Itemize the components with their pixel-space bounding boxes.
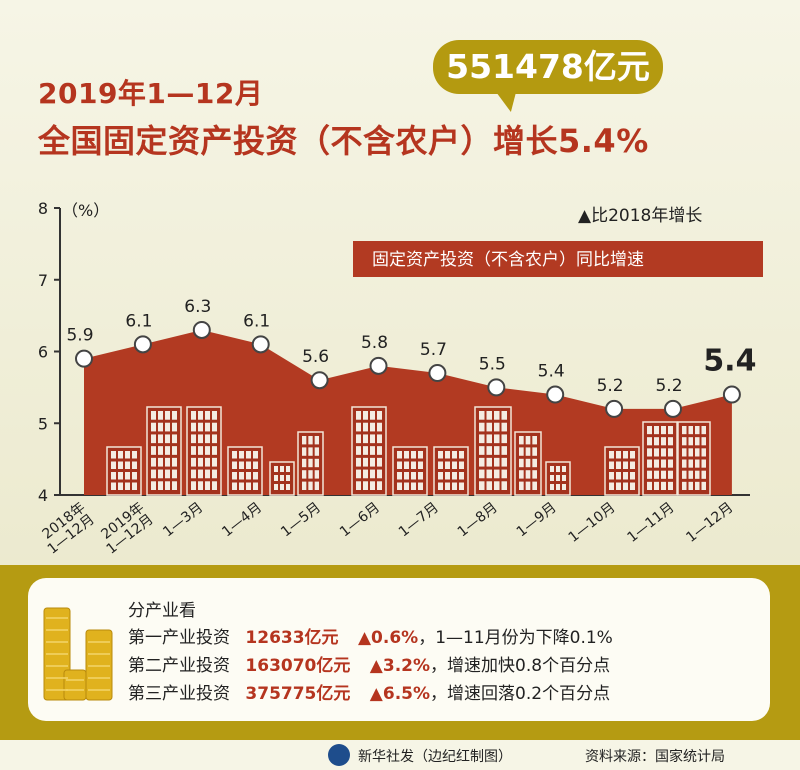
building-icon (227, 446, 263, 496)
y-tick-label: 7 (38, 271, 48, 290)
x-tick-label: 1—5月 (278, 500, 324, 541)
data-point (310, 371, 329, 390)
xinhua-emblem-icon (328, 744, 350, 766)
data-label: 6.1 (243, 311, 270, 331)
data-label: 5.4 (703, 344, 756, 379)
legend: ▲比2018年增长 固定资产投资（不含农户）同比增速 (353, 206, 763, 277)
footer: 新华社发（边纪红制图） 资料来源：国家统计局 (0, 740, 800, 770)
building-icon (677, 421, 711, 496)
building-icon (642, 421, 678, 496)
industry-value: 12633亿元 (245, 628, 339, 648)
industry-value: 163070亿元 (245, 656, 351, 676)
industry-note: ，增速回落0.2个百分点 (430, 684, 611, 704)
building-icon (392, 446, 428, 496)
data-label: 5.7 (420, 340, 447, 360)
data-label: 6.1 (125, 311, 152, 331)
y-tick-label: 8 (38, 199, 48, 218)
building-icon (433, 446, 469, 496)
legend-note: ▲比2018年增长 (578, 206, 702, 226)
total-value-bubble: 551478亿元 (433, 40, 663, 94)
y-tick-label: 5 (38, 414, 48, 433)
data-point (251, 335, 270, 354)
data-point (133, 335, 152, 354)
x-tick-label: 1—9月 (514, 500, 560, 541)
industry-row: 第三产业投资 375775亿元 ▲6.5%，增速回落0.2个百分点 (128, 679, 610, 704)
coin-stacks-icon (43, 607, 113, 701)
data-point (487, 378, 506, 397)
data-point (428, 364, 447, 383)
industry-row: 第二产业投资 163070亿元 ▲3.2%，增速加快0.8个百分点 (128, 651, 610, 676)
title-main: 全国固定资产投资（不含农户）增长5.4% (38, 122, 649, 160)
data-point (369, 356, 388, 375)
data-label: 5.2 (655, 376, 682, 396)
legend-series-box (353, 241, 763, 277)
industry-note: ，增速加快0.8个百分点 (430, 656, 611, 676)
data-point (664, 399, 682, 418)
industry-growth: ▲6.5% (369, 684, 431, 704)
x-tick-label: 1—11月 (624, 500, 677, 546)
x-tick-labels: 2018年1—12月 2019年1—12月 1—3月 1—4月 1—5月 1—6月 1—7月… (35, 500, 736, 558)
legend-series-label: 固定资产投资（不含农户）同比增速 (372, 250, 644, 270)
x-tick-label: 1—3月 (160, 500, 206, 541)
data-labels: 5.9 6.1 6.3 6.1 5.6 5.8 5.7 5.5 5.4 5.2 5.2 5.4 (66, 297, 756, 396)
industry-value: 375775亿元 (245, 684, 351, 704)
building-icon (351, 406, 387, 496)
x-tick-label: 2019年1—12月 (94, 500, 156, 558)
x-tick-label: 1—7月 (396, 500, 442, 541)
data-point (192, 320, 211, 339)
x-tick-label: 1—8月 (455, 500, 501, 541)
building-icon (186, 406, 222, 496)
industry-growth: ▲3.2% (369, 656, 431, 676)
industry-name: 第一产业投资 (128, 628, 230, 648)
building-icon (545, 461, 571, 496)
data-points (75, 320, 741, 418)
building-icon (106, 446, 142, 496)
title-period: 2019年1—12月 (38, 77, 264, 110)
x-tick-label: 1—10月 (566, 500, 619, 546)
x-tick-label: 1—6月 (337, 500, 383, 541)
building-icon (297, 431, 324, 496)
y-tick-label: 4 (38, 486, 48, 505)
industry-panel (28, 578, 770, 721)
data-label: 5.6 (302, 347, 329, 367)
industry-heading: 分产业看 (128, 601, 196, 621)
building-icon (604, 446, 640, 496)
data-point (546, 385, 565, 404)
building-decorations (106, 406, 711, 496)
industry-name: 第三产业投资 (128, 684, 230, 704)
x-tick-label: 1—4月 (219, 500, 265, 541)
footer-source: 资料来源：国家统计局 (585, 749, 725, 765)
industry-row: 第一产业投资 12633亿元 ▲0.6%，1—11月份为下降0.1% (128, 623, 613, 648)
data-label: 5.5 (479, 354, 506, 374)
x-tick-label: 2018年1—12月 (35, 500, 97, 558)
data-label: 6.3 (184, 297, 211, 317)
industry-name: 第二产业投资 (128, 656, 230, 676)
data-point (75, 349, 93, 368)
industry-growth: ▲0.6% (357, 628, 419, 648)
data-point (605, 399, 624, 418)
industry-note: ，1—11月份为下降0.1% (418, 628, 613, 648)
data-label: 5.8 (361, 333, 388, 353)
data-point (722, 385, 741, 404)
data-label: 5.4 (538, 362, 565, 382)
building-icon (514, 431, 542, 496)
building-icon (474, 406, 512, 496)
y-unit-label: （%） (62, 201, 109, 220)
building-icon (146, 406, 182, 496)
data-label: 5.9 (66, 326, 93, 346)
data-label: 5.2 (597, 376, 624, 396)
x-tick-label: 1—12月 (683, 500, 736, 546)
footer-credit: 新华社发（边纪红制图） (358, 749, 512, 765)
y-tick-label: 6 (38, 343, 48, 362)
building-icon (269, 461, 295, 496)
